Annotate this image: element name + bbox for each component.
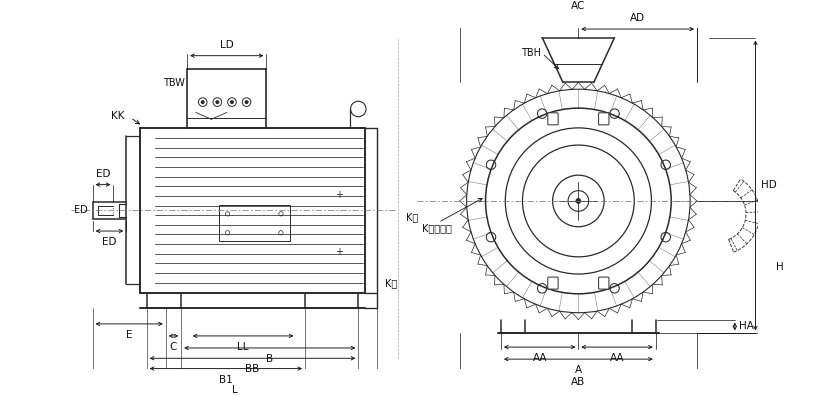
Text: A: A: [575, 365, 582, 375]
Text: E: E: [126, 330, 132, 340]
Circle shape: [202, 101, 204, 103]
Text: B: B: [266, 354, 273, 364]
Text: AA: AA: [609, 353, 624, 363]
Text: L: L: [232, 385, 238, 395]
Text: HD: HD: [761, 181, 777, 190]
Text: H: H: [776, 262, 784, 272]
Circle shape: [231, 101, 233, 103]
Text: ED: ED: [74, 206, 88, 215]
Circle shape: [576, 199, 581, 203]
Text: AC: AC: [571, 1, 586, 11]
Text: AA: AA: [533, 353, 547, 363]
Text: C: C: [170, 342, 177, 352]
FancyBboxPatch shape: [547, 277, 558, 289]
Text: KK: KK: [111, 111, 125, 121]
Text: BB: BB: [246, 364, 260, 374]
Text: LL: LL: [237, 342, 249, 352]
Text: TBW: TBW: [163, 78, 184, 88]
Text: HA: HA: [739, 322, 754, 331]
Text: B1: B1: [219, 375, 232, 385]
Circle shape: [246, 101, 248, 103]
Circle shape: [216, 101, 218, 103]
Text: AB: AB: [571, 377, 586, 387]
FancyBboxPatch shape: [547, 113, 558, 125]
FancyBboxPatch shape: [599, 113, 609, 125]
Text: +: +: [336, 247, 343, 257]
Text: LD: LD: [220, 40, 234, 50]
Text: AD: AD: [630, 13, 645, 23]
Text: TBH: TBH: [520, 48, 541, 58]
FancyBboxPatch shape: [599, 277, 609, 289]
Bar: [219, 205, 289, 242]
Text: K螺栓尺寸: K螺栓尺寸: [422, 223, 452, 233]
Text: ED: ED: [103, 237, 117, 247]
Text: ED: ED: [96, 169, 110, 179]
Text: K螺: K螺: [406, 212, 418, 222]
Text: K螺: K螺: [385, 278, 397, 288]
Text: +: +: [336, 190, 343, 200]
